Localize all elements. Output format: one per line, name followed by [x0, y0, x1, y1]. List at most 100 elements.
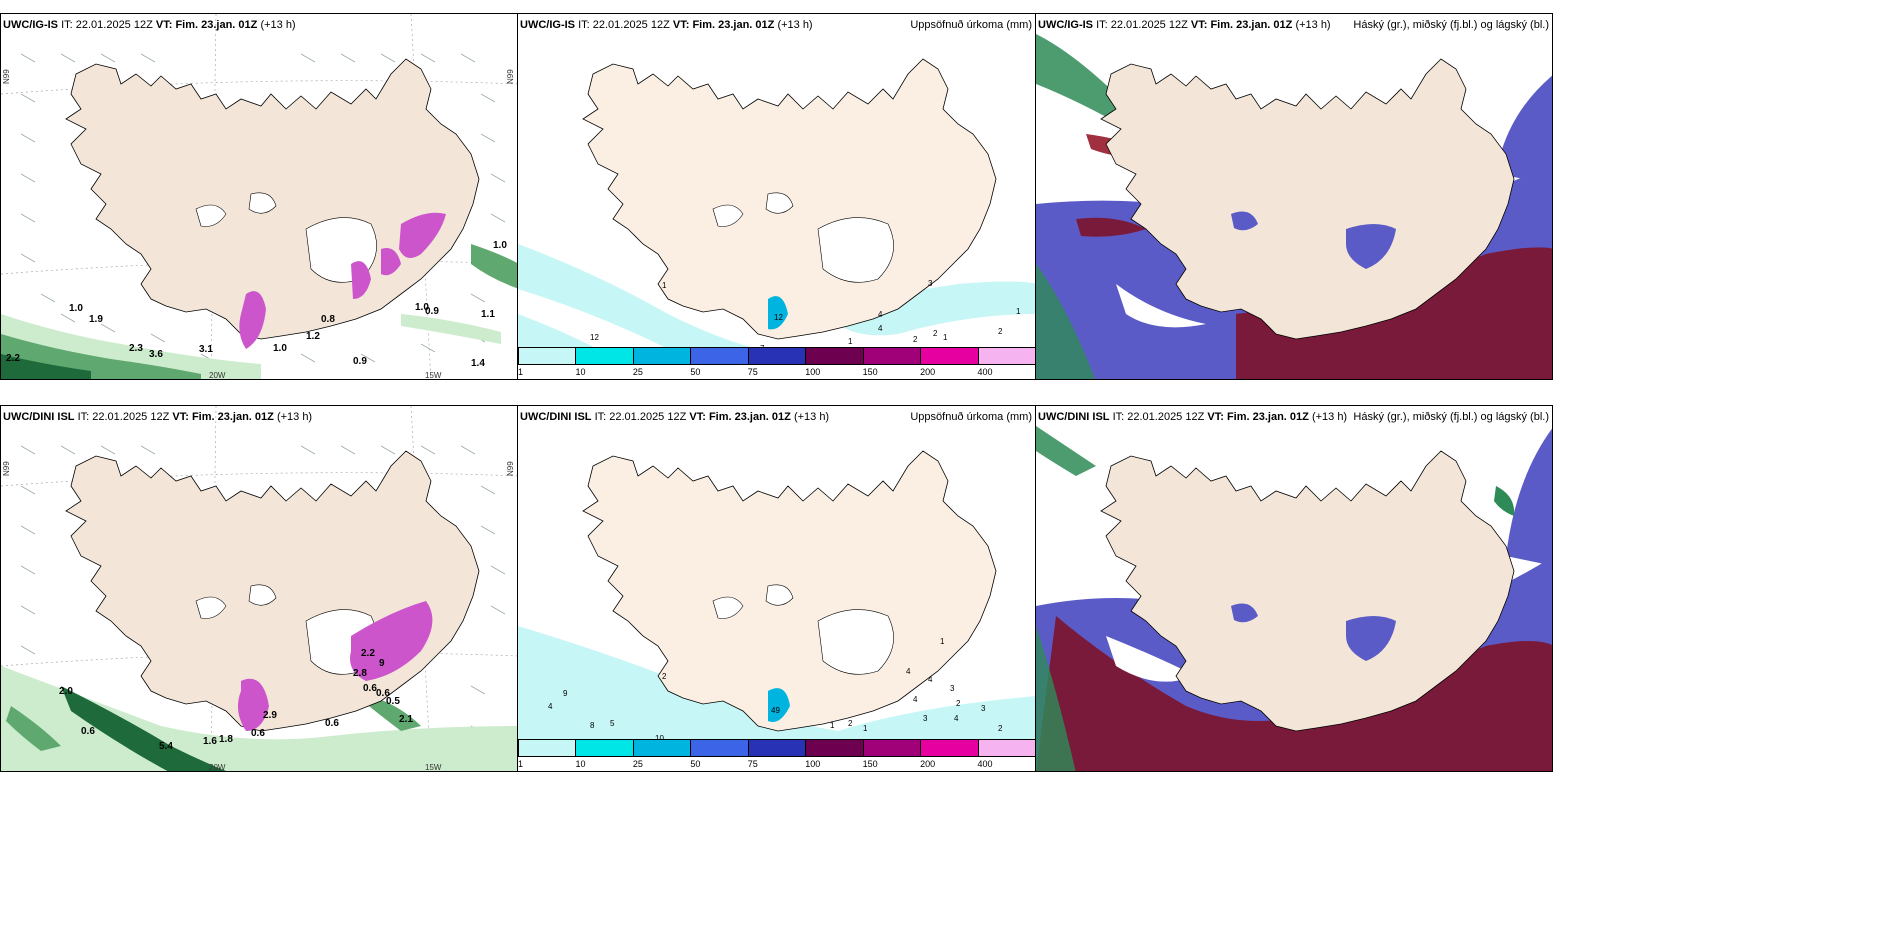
- map-value-label: 2.9: [263, 710, 277, 721]
- colorbar-swatch: [747, 347, 807, 365]
- map-value-label: 1.6: [203, 736, 217, 747]
- map-value-label: 0.5: [386, 696, 400, 707]
- colorbar-tick: 400: [977, 367, 993, 377]
- colorbar-swatch: [920, 739, 979, 757]
- map-value-label: 4: [548, 702, 553, 711]
- panel-header: UWC/IG-IS IT: 22.01.2025 12Z VT: Fim. 23…: [1038, 19, 1331, 31]
- map-value-label: 0.9: [425, 306, 439, 317]
- colorbar-swatch: [632, 347, 692, 365]
- map-value-label: 1: [863, 724, 868, 733]
- wind-snow-map-panel-top: 1.0 1.9 2.3 3.6 2.2 1.0 0.8 1.2 0.9 1.0 0.9 1.1 1.0 1…: [0, 13, 518, 380]
- lon-label-20w: 20W: [209, 763, 226, 772]
- wind-speed-labels: 1.01.92.33.62.21.00.81.20.91.00.9 1.11.01…: [6, 240, 507, 369]
- colorbar-tick: 75: [747, 367, 758, 377]
- colorbar-tick: 1: [518, 759, 524, 769]
- precip-map-top: 11277712344221211: [518, 58, 1035, 359]
- lon-label-20w: 20W: [209, 371, 226, 380]
- map-value-label: 3.1: [199, 344, 213, 355]
- map-value-label: 49: [771, 706, 780, 715]
- wind-snow-map-bottom: 2.00.65.4 1.6 1.80.60.60.50.62.92.892.12.2…: [1, 406, 517, 772]
- colorbar-swatch: [632, 739, 692, 757]
- colorbar-tick: 25: [632, 367, 643, 377]
- colorbar-swatch: [690, 347, 749, 365]
- cloud-map-panel-bottom: UWC/DINI ISL IT: 22.01.2025 12Z VT: Fim.…: [1035, 405, 1553, 772]
- colorbar-tick: 150: [862, 367, 878, 377]
- colorbar-tick: 10: [575, 759, 586, 769]
- colorbar-tick: 200: [920, 759, 936, 769]
- map-value-label: 0.9: [353, 356, 367, 367]
- panel-title: Uppsöfnuð úrkoma (mm): [910, 19, 1032, 31]
- map-value-label: 3: [928, 279, 933, 288]
- cloud-map-bottom: [1036, 406, 1552, 771]
- colorbar-tick: 150: [862, 759, 878, 769]
- map-value-label: 2.8: [353, 668, 367, 679]
- map-value-label: 0.6: [325, 718, 339, 729]
- colorbar-swatch: [862, 739, 922, 757]
- lat-label-right: N99: [506, 461, 515, 476]
- map-value-label: 9: [563, 689, 568, 698]
- map-value-label: 1: [848, 337, 853, 346]
- map-value-label: 1: [940, 637, 945, 646]
- lon-label-15w: 15W: [425, 371, 442, 380]
- map-value-label: 3: [950, 684, 955, 693]
- colorbar-tick: 400: [977, 759, 993, 769]
- map-value-label: 2: [998, 724, 1003, 733]
- colorbar-tick: 100: [805, 367, 821, 377]
- map-value-label: 5: [610, 719, 615, 728]
- snow-area-1: [237, 678, 269, 731]
- map-value-label: 1: [1016, 307, 1021, 316]
- map-value-label: 1.0: [493, 240, 507, 251]
- snow-area-1: [239, 291, 266, 349]
- map-value-label: 2: [662, 672, 667, 681]
- panel-header: UWC/DINI ISL IT: 22.01.2025 12Z VT: Fim.…: [3, 411, 313, 423]
- map-value-label: 1.0: [273, 343, 287, 354]
- cloud-map-panel-top: UWC/IG-IS IT: 22.01.2025 12Z VT: Fim. 23…: [1035, 13, 1553, 380]
- snow-area-3: [399, 212, 446, 258]
- colorbar-swatch: [920, 347, 979, 365]
- map-value-label: 4: [878, 324, 883, 333]
- map-value-label: 2: [848, 719, 853, 728]
- colorbar-swatch: [690, 739, 749, 757]
- map-value-label: 1.2: [306, 331, 320, 342]
- lat-label: N99: [2, 461, 11, 476]
- map-value-label: 5.4: [159, 741, 173, 752]
- map-value-label: 2.2: [6, 353, 20, 364]
- map-value-label: 2.0: [59, 686, 73, 697]
- colorbar-tick: 50: [690, 367, 701, 377]
- map-value-label: 1.8: [219, 734, 233, 745]
- map-value-label: 1: [830, 721, 835, 730]
- panel-title: Háský (gr.), miðský (fj.bl.) og lágský (…: [1353, 411, 1549, 423]
- map-value-label: 2.3: [129, 343, 143, 354]
- map-value-label: 4: [928, 675, 933, 684]
- map-value-label: 0.6: [376, 688, 390, 699]
- map-value-label: 0.6: [251, 728, 265, 739]
- snow-area-2: [351, 261, 371, 299]
- map-value-label: 4: [878, 310, 883, 319]
- high-cloud-area: [1036, 426, 1096, 476]
- colorbar-swatch: [977, 739, 1035, 757]
- colorbar-tick: 75: [747, 759, 758, 769]
- map-value-label: 2: [998, 327, 1003, 336]
- lat-label-right: N99: [506, 69, 515, 84]
- map-value-label: 4: [913, 695, 918, 704]
- panel-header: UWC/IG-IS IT: 22.01.2025 12Z VT: Fim. 23…: [520, 19, 813, 31]
- map-value-label: 4: [906, 667, 911, 676]
- map-value-label: 1.1: [481, 309, 495, 320]
- map-value-label: 2: [956, 699, 961, 708]
- panel-header: UWC/DINI ISL IT: 22.01.2025 12Z VT: Fim.…: [520, 411, 830, 423]
- wind-speed-labels: 2.00.65.4 1.6 1.80.60.60.50.62.92.892.12.2…: [59, 648, 413, 752]
- map-value-label: 3.6: [149, 349, 163, 360]
- map-value-label: 3: [981, 704, 986, 713]
- wind-barbs: [20, 445, 506, 735]
- snow-area-2: [350, 601, 433, 681]
- map-value-label: 1.9: [89, 314, 103, 325]
- map-value-label: 1: [662, 281, 667, 290]
- map-value-label: 0.8: [321, 314, 335, 325]
- map-value-label: 0.6: [81, 726, 95, 737]
- map-value-label: 1.0: [69, 303, 83, 314]
- precip-colorbar: 1 10 25 50 75 100 150 200 400: [518, 347, 1035, 379]
- colorbar-tick: 25: [632, 759, 643, 769]
- colorbar-tick: 10: [575, 367, 586, 377]
- colorbar-swatch: [862, 347, 922, 365]
- wind-snow-map-panel-bottom: 2.0 0.6 5.4 1.6 1.8 0.6 0.6 0.5 0.6 2.9 2.8 9 2.1 2.2…: [0, 405, 518, 772]
